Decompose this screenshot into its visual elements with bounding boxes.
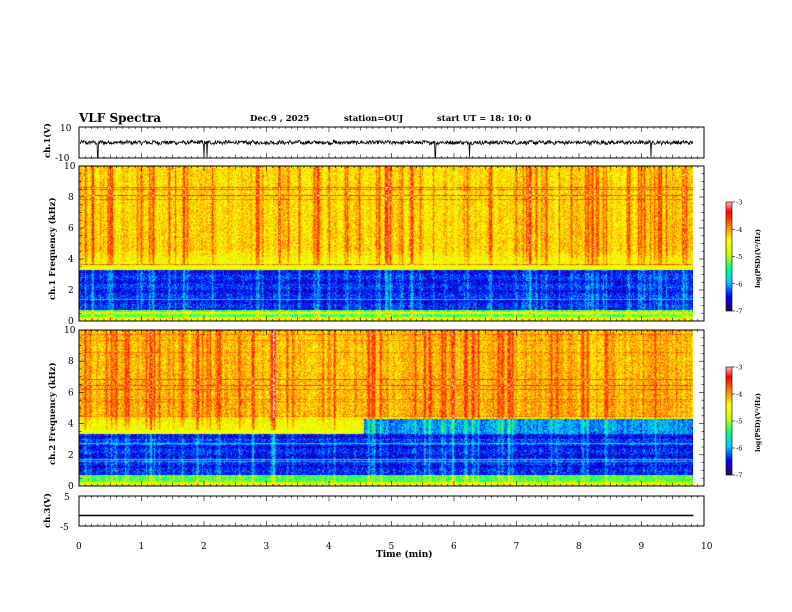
ch1-colorbar-gradient: [726, 202, 732, 311]
ch2-ytick-label-0: 0: [68, 482, 74, 492]
ch1-ytick-top: 10: [60, 124, 72, 134]
ch2-ytick-label-1: 2: [68, 451, 74, 461]
ch2-colorbar-tick-label-3: -6: [736, 445, 742, 453]
ch2-colorbar-tick-label-2: -5: [736, 418, 742, 426]
ch2-colorbar-label: log(PSD)(V²/Hz): [754, 393, 762, 452]
ch1-spectrogram-image: [79, 166, 693, 321]
x-tick-label-4: 4: [326, 542, 332, 552]
time-ticks: [78, 127, 705, 526]
ch1-colorbar-tick-label-3: -6: [736, 280, 742, 288]
x-tick-label-10: 10: [701, 542, 713, 552]
ch3-ytick-bottom: -5: [60, 523, 69, 533]
ch2-ytick-label-5: 10: [64, 326, 76, 336]
x-axis-label: Time (min): [376, 549, 433, 560]
ch1-ytick-label-0: 0: [68, 317, 74, 327]
header-station: station=OUJ: [344, 114, 404, 124]
ch1-ytick-label-2: 4: [68, 255, 74, 265]
ch1-waveform-ylabel: ch.1(V): [42, 123, 53, 158]
ch2-freq-label: ch.2 Frequency (kHz): [47, 362, 58, 465]
ch2-ytick-label-4: 8: [68, 357, 74, 367]
x-tick-label-8: 8: [576, 542, 582, 552]
ch1-ytick-label-4: 8: [68, 193, 74, 203]
x-tick-label-7: 7: [514, 542, 520, 552]
figure-title: VLF Spectra: [79, 111, 162, 125]
ch1-colorbar-tick-label-4: -7: [736, 308, 742, 316]
ch1-colorbar-tick-label-2: -5: [736, 253, 742, 261]
x-tick-label-1: 1: [139, 542, 145, 552]
ch1-colorbar-tick-label-1: -4: [736, 226, 742, 234]
ch2-ytick-label-2: 4: [68, 420, 74, 430]
ch1-colorbar-label: log(PSD)(V²/Hz): [754, 229, 762, 288]
ch3-ytick-top: 5: [64, 493, 70, 503]
ch1-colorbar: -3 -4 -5 -6 -7 log(PSD)(V²/Hz): [725, 199, 762, 316]
ch2-colorbar-tick-label-0: -3: [736, 364, 742, 372]
x-tick-label-0: 0: [76, 542, 82, 552]
ch2-spectrogram-image: [79, 330, 693, 486]
x-tick-label-5: 5: [389, 542, 395, 552]
x-tick-label-2: 2: [201, 542, 207, 552]
ch1-freq-label: ch.1 Frequency (kHz): [47, 197, 58, 300]
ch1-ytick-bottom: -10: [55, 154, 70, 164]
ch1-ytick-label-1: 2: [68, 286, 74, 296]
ch1-waveform-panel: 10 -10 ch.1(V): [42, 123, 705, 164]
ch1-colorbar-tick-label-0: -3: [736, 199, 742, 207]
ch1-ytick-label-5: 10: [64, 162, 76, 172]
ch2-ytick-label-3: 6: [68, 388, 74, 398]
ch1-waveform-trace: [79, 138, 694, 158]
header-date: Dec.9 , 2025: [250, 114, 310, 124]
x-tick-label-9: 9: [639, 542, 645, 552]
ch3-waveform-ylabel: ch.3(V): [42, 493, 53, 528]
ch1-ytick-label-3: 6: [68, 224, 74, 234]
ch2-colorbar-tick-label-4: -7: [736, 472, 742, 480]
ch2-spectrogram-panel: ch.2 Frequency (kHz) 0 2 4 6 8 10: [47, 326, 705, 492]
x-tick-label-3: 3: [264, 542, 270, 552]
x-tick-label-6: 6: [451, 542, 457, 552]
ch2-colorbar: -3 -4 -5 -6 -7 log(PSD)(V²/Hz): [725, 364, 762, 480]
ch2-colorbar-tick-label-1: -4: [736, 391, 742, 399]
header-start-ut: start UT = 18: 10: 0: [437, 114, 532, 124]
x-tick-labels: 0 1 2 3 4 5 6 7 8 9 10: [76, 542, 713, 552]
ch2-colorbar-gradient: [726, 367, 732, 475]
ch1-spectrogram-panel: ch.1 Frequency (kHz) 0 2 4 6 8 10: [47, 162, 705, 327]
